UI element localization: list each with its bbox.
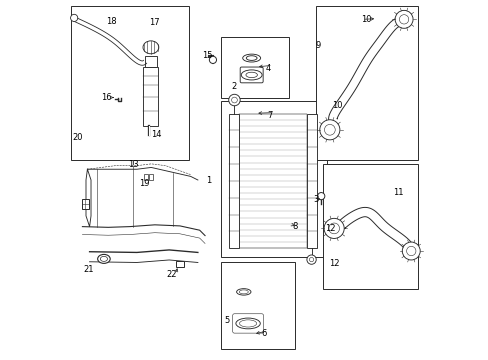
Text: 11: 11 — [393, 188, 403, 197]
Text: 4: 4 — [265, 64, 271, 73]
Ellipse shape — [235, 318, 260, 329]
Ellipse shape — [239, 320, 256, 327]
FancyBboxPatch shape — [240, 67, 263, 83]
Circle shape — [306, 255, 316, 264]
Ellipse shape — [245, 72, 257, 78]
Circle shape — [394, 10, 412, 28]
Circle shape — [399, 15, 408, 24]
Text: 20: 20 — [72, 133, 83, 142]
Text: 13: 13 — [128, 161, 139, 170]
Bar — [239, 114, 306, 248]
Text: 19: 19 — [139, 179, 150, 188]
Text: 14: 14 — [150, 130, 161, 139]
Circle shape — [317, 193, 324, 200]
Text: 2: 2 — [231, 82, 236, 91]
Circle shape — [228, 94, 240, 106]
FancyBboxPatch shape — [81, 199, 89, 210]
Text: 18: 18 — [106, 17, 117, 26]
Ellipse shape — [236, 289, 250, 295]
Circle shape — [209, 56, 216, 63]
Circle shape — [319, 120, 339, 140]
Text: 12: 12 — [328, 259, 339, 268]
Text: 12: 12 — [325, 224, 335, 233]
Ellipse shape — [246, 56, 257, 60]
Text: 15: 15 — [202, 51, 212, 60]
Text: 10: 10 — [361, 15, 371, 24]
Circle shape — [402, 242, 419, 260]
FancyBboxPatch shape — [143, 67, 158, 126]
FancyBboxPatch shape — [144, 174, 147, 180]
Circle shape — [324, 219, 344, 238]
Bar — [323, 164, 418, 289]
Ellipse shape — [239, 290, 248, 294]
Bar — [221, 101, 326, 257]
Circle shape — [231, 97, 237, 103]
Bar — [221, 37, 289, 98]
Circle shape — [70, 14, 78, 22]
FancyBboxPatch shape — [232, 314, 263, 333]
Text: 1: 1 — [205, 176, 211, 185]
Text: 9: 9 — [315, 41, 320, 50]
FancyBboxPatch shape — [145, 56, 156, 67]
Circle shape — [406, 246, 415, 256]
FancyBboxPatch shape — [149, 174, 153, 180]
Ellipse shape — [142, 41, 159, 54]
Text: 10: 10 — [332, 101, 342, 110]
Ellipse shape — [98, 255, 110, 264]
Bar — [70, 6, 188, 160]
Circle shape — [328, 223, 339, 234]
Bar — [306, 114, 316, 248]
Bar — [316, 6, 418, 160]
Bar — [221, 262, 294, 348]
Ellipse shape — [241, 70, 262, 80]
Text: 17: 17 — [148, 18, 159, 27]
Circle shape — [324, 125, 335, 135]
Text: 7: 7 — [266, 111, 272, 120]
Text: 22: 22 — [166, 270, 177, 279]
Text: 21: 21 — [83, 265, 94, 274]
Bar — [229, 114, 239, 248]
Ellipse shape — [242, 54, 260, 62]
Circle shape — [309, 257, 313, 262]
Ellipse shape — [100, 256, 107, 261]
Text: 6: 6 — [261, 329, 266, 338]
Text: 8: 8 — [291, 222, 297, 231]
FancyBboxPatch shape — [176, 261, 183, 267]
Text: 16: 16 — [101, 93, 112, 102]
Text: 3: 3 — [312, 194, 318, 203]
Text: 5: 5 — [224, 316, 229, 325]
